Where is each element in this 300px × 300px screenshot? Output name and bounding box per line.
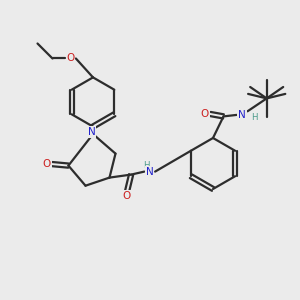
Text: N: N	[238, 110, 246, 120]
Text: H: H	[143, 160, 149, 169]
Text: O: O	[43, 159, 51, 169]
Text: H: H	[251, 113, 258, 122]
Text: O: O	[66, 53, 75, 64]
Text: N: N	[146, 167, 154, 177]
Text: O: O	[201, 109, 209, 119]
Text: O: O	[122, 191, 131, 201]
Text: N: N	[88, 127, 95, 137]
